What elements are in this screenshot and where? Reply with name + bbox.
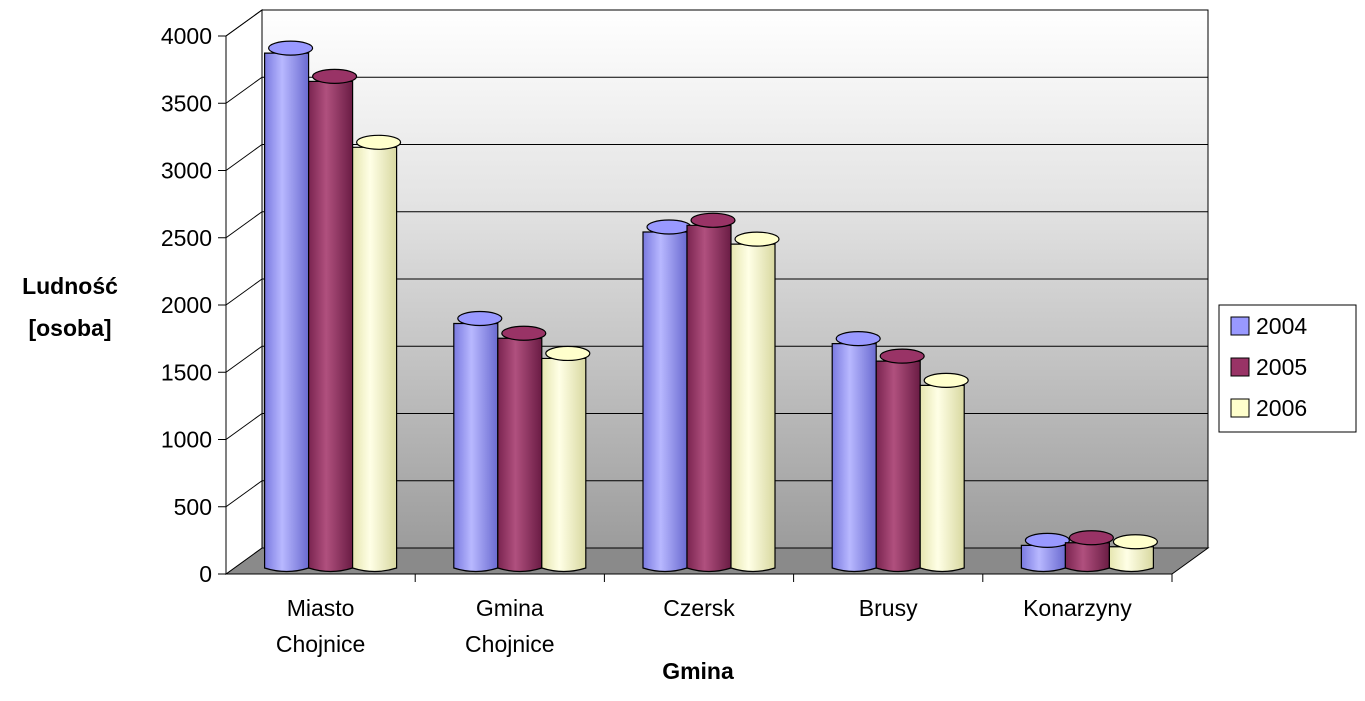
legend-swatch	[1230, 316, 1250, 336]
bar	[1020, 532, 1071, 573]
bars	[264, 40, 1159, 573]
bar	[541, 345, 591, 573]
y-tick-label: 500	[174, 494, 212, 520]
bar-top	[923, 372, 969, 388]
bar-body	[1020, 544, 1066, 573]
bar	[1108, 534, 1159, 573]
bar	[1064, 530, 1115, 573]
y-tick-labels: 0 500 1000 1500 2000 2500 3000 3500 4000	[161, 23, 212, 587]
bar	[686, 212, 736, 573]
bar	[730, 231, 780, 573]
bar	[453, 310, 503, 573]
legend-swatch	[1230, 398, 1250, 418]
x-category-labels: Miasto Chojnice Gmina Chojnice Czersk Brusy Ko…	[276, 595, 1132, 657]
bar-top	[356, 134, 402, 150]
gridline-side	[225, 345, 263, 373]
bar-top	[545, 345, 591, 362]
legend-label: 2005	[1256, 354, 1307, 380]
bar-body	[1108, 546, 1154, 573]
bar-top	[312, 68, 358, 84]
legend: 2004 2005 2006	[1218, 304, 1357, 433]
gridline-side	[225, 9, 263, 37]
bar	[264, 40, 314, 573]
gridline-side	[225, 211, 263, 239]
bar-top	[835, 331, 881, 347]
bar-top	[1024, 532, 1071, 549]
bar-body	[308, 80, 354, 573]
bar-top	[690, 212, 736, 228]
bar-body	[831, 343, 877, 573]
x-axis-title: Gmina	[662, 658, 734, 684]
y-tick-label: 1000	[161, 427, 212, 453]
bar-body	[875, 360, 921, 573]
y-tick-label: 2500	[161, 225, 212, 251]
gridline-side	[225, 76, 263, 104]
bar-top	[1068, 530, 1115, 546]
bar	[308, 68, 358, 573]
x-category-label: Gmina	[476, 595, 544, 621]
bar-body	[642, 231, 688, 573]
bar-top	[734, 231, 780, 247]
bar	[919, 372, 969, 573]
legend-label: 2004	[1256, 313, 1307, 339]
gridline-side	[225, 413, 263, 440]
bar-body	[453, 322, 499, 573]
bar-top	[1112, 534, 1159, 550]
y-axis-title-line1: Ludność	[22, 273, 118, 299]
legend-label: 2006	[1256, 395, 1307, 421]
y-tick-label: 0	[199, 561, 212, 587]
bar-body	[730, 243, 776, 573]
y-tick-label: 4000	[161, 23, 212, 49]
bar-body	[352, 146, 398, 573]
gridline-side	[225, 278, 263, 306]
bar-top	[879, 348, 925, 364]
bar	[497, 325, 547, 573]
bar-body	[686, 224, 732, 573]
gridline-side	[225, 480, 263, 508]
bar	[352, 134, 402, 573]
y-tick-label: 1500	[161, 359, 212, 385]
bar-top	[646, 219, 692, 235]
bar-body	[919, 384, 965, 573]
x-category-label: Czersk	[663, 595, 735, 621]
bar	[831, 331, 881, 573]
legend-swatch	[1230, 357, 1250, 377]
bar-top	[457, 310, 503, 327]
bar-body	[1064, 542, 1110, 573]
x-category-label: Chojnice	[276, 631, 366, 657]
axes	[218, 35, 1173, 582]
bar-body	[497, 337, 543, 573]
bar-top	[501, 325, 547, 341]
bar-body	[264, 52, 310, 573]
y-tick-label: 3500	[161, 90, 212, 116]
x-category-label: Miasto	[287, 595, 355, 621]
bar-body	[541, 357, 587, 573]
y-tick-label: 2000	[161, 292, 212, 318]
y-tick-label: 3000	[161, 158, 212, 184]
x-category-label: Chojnice	[465, 631, 555, 657]
x-category-label: Konarzyny	[1023, 595, 1132, 621]
bar	[875, 348, 925, 573]
bar	[642, 219, 692, 573]
x-category-label: Brusy	[859, 595, 918, 621]
y-axis-title-line2: [osoba]	[28, 315, 111, 341]
bar-top	[268, 40, 314, 56]
gridline-side	[225, 144, 263, 171]
